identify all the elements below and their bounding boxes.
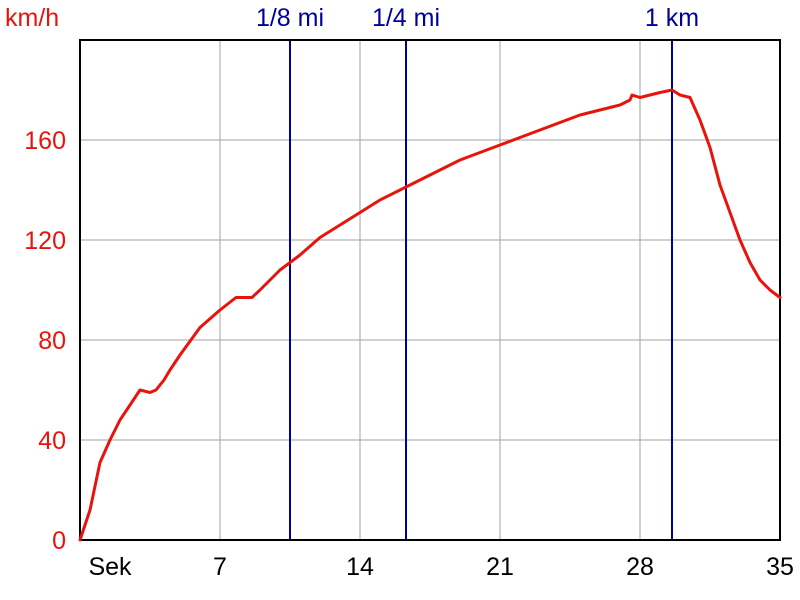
- data-point: [719, 184, 721, 186]
- data-point: [299, 254, 301, 256]
- data-point: [245, 296, 247, 299]
- data-point: [729, 211, 731, 214]
- data-point: [579, 114, 581, 116]
- data-point: [559, 121, 561, 124]
- y-tick-label: 160: [24, 127, 66, 155]
- y-tick-labels: 0 40 80 120 160: [24, 127, 66, 555]
- data-point: [689, 96, 691, 99]
- data-point: [631, 94, 633, 96]
- data-point: [199, 326, 201, 329]
- x-tick-label: 7: [213, 553, 227, 581]
- data-point: [779, 296, 781, 299]
- data-point: [419, 179, 421, 181]
- data-point: [279, 269, 281, 271]
- plot-frame: [79, 39, 781, 541]
- y-tick-label: 0: [52, 527, 66, 555]
- x-tick-label: 14: [346, 553, 374, 581]
- data-point: [89, 509, 91, 511]
- data-point: [129, 404, 131, 406]
- data-point: [539, 129, 541, 131]
- data-point: [179, 354, 181, 356]
- data-point: [259, 289, 261, 291]
- data-point: [155, 389, 157, 391]
- marker-label: 1 km: [645, 4, 699, 32]
- data-point: [399, 189, 401, 191]
- y-tick-label: 80: [38, 327, 66, 355]
- x-tick-label: 35: [766, 553, 794, 581]
- x-tick-label: 21: [486, 553, 514, 581]
- data-point: [679, 94, 681, 96]
- x-tick-labels: Sek 7 14 21 28 35: [88, 553, 793, 581]
- data-point: [359, 211, 361, 214]
- data-point: [639, 96, 641, 99]
- y-tick-label: 40: [38, 427, 66, 455]
- data-point: [739, 239, 741, 241]
- data-point: [759, 279, 761, 281]
- data-point: [659, 91, 661, 94]
- data-point: [251, 296, 253, 299]
- data-point: [671, 89, 673, 91]
- marker-label: 1/8 mi: [256, 4, 324, 32]
- data-point: [459, 159, 461, 161]
- data-point: [139, 389, 141, 391]
- data-point: [619, 104, 621, 106]
- data-point: [319, 236, 321, 239]
- data-point: [479, 151, 481, 154]
- data-point: [169, 369, 171, 371]
- data-point: [119, 419, 121, 421]
- data-point: [749, 261, 751, 264]
- x-tick-label: 28: [626, 553, 654, 581]
- data-point: [439, 169, 441, 171]
- data-point: [599, 109, 601, 111]
- data-point: [219, 309, 221, 311]
- data-point: [379, 199, 381, 201]
- data-point: [163, 379, 165, 381]
- series-layer: [78, 88, 782, 542]
- data-point: [629, 99, 631, 101]
- data-point: [709, 146, 711, 149]
- data-point: [339, 224, 341, 226]
- x-tick-label: Sek: [88, 553, 132, 581]
- data-point: [109, 439, 111, 441]
- series-line: [78, 88, 782, 542]
- data-point: [699, 119, 701, 121]
- y-axis-label: km/h: [5, 4, 59, 32]
- data-point: [769, 289, 771, 291]
- distance-markers: 1/8 mi 1/4 mi 1 km: [256, 4, 699, 540]
- data-point: [499, 144, 501, 146]
- y-tick-label: 120: [24, 227, 66, 255]
- data-point: [99, 461, 101, 464]
- data-point: [149, 391, 151, 394]
- data-point: [519, 136, 521, 139]
- data-point: [79, 539, 81, 541]
- marker-label: 1/4 mi: [372, 4, 440, 32]
- data-point: [235, 296, 237, 299]
